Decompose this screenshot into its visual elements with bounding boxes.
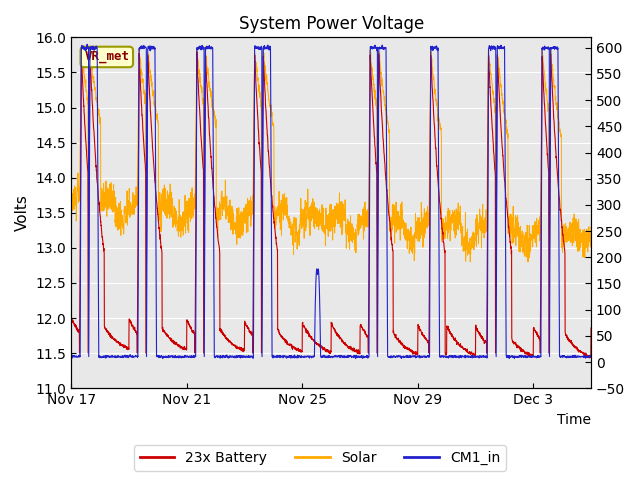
Title: System Power Voltage: System Power Voltage <box>239 15 424 33</box>
Text: VR_met: VR_met <box>84 50 129 63</box>
Legend: 23x Battery, Solar, CM1_in: 23x Battery, Solar, CM1_in <box>134 445 506 471</box>
Y-axis label: Volts: Volts <box>15 194 30 231</box>
X-axis label: Time: Time <box>557 413 591 427</box>
